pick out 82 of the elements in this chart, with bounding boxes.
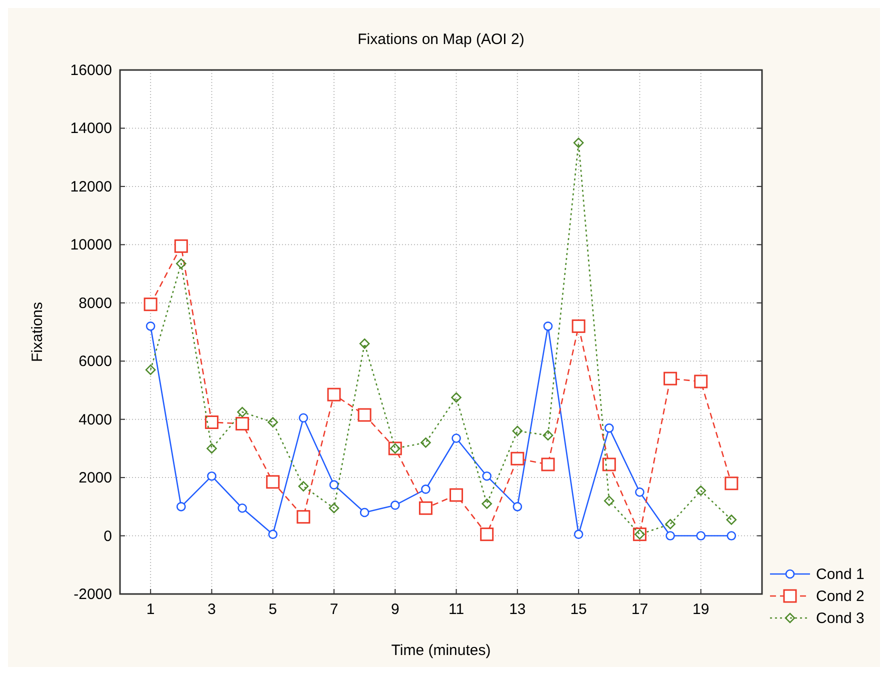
point <box>541 458 555 472</box>
point <box>574 530 584 539</box>
y-tick-label: -2000 <box>74 586 112 603</box>
point <box>724 476 738 490</box>
y-tick-label: 6000 <box>78 353 112 370</box>
point <box>573 138 584 148</box>
y-tick-label: 10000 <box>70 236 112 254</box>
x-tick-label: 5 <box>268 601 278 618</box>
point <box>268 417 278 428</box>
y-tick-label: 16000 <box>70 62 112 79</box>
x-tick-label: 9 <box>390 601 400 618</box>
point <box>296 510 310 524</box>
point <box>360 508 370 518</box>
x-tick-label: 13 <box>509 601 526 618</box>
y-tick-label: 8000 <box>78 294 112 312</box>
legend-label: Cond 1 <box>816 566 864 583</box>
point <box>298 481 309 492</box>
x-tick-label: 15 <box>570 601 587 618</box>
point <box>635 487 644 497</box>
point <box>204 415 218 429</box>
point <box>206 443 217 454</box>
point <box>451 392 462 403</box>
point <box>572 319 586 333</box>
point <box>390 500 400 510</box>
x-tick-label: 3 <box>208 601 216 618</box>
point <box>664 372 678 386</box>
point <box>420 437 431 448</box>
point <box>450 488 464 502</box>
point <box>418 501 432 515</box>
point <box>329 480 339 490</box>
x-tick-label: 17 <box>631 601 648 618</box>
point <box>327 388 341 402</box>
point <box>543 322 553 331</box>
legend-label: Cond 2 <box>816 588 864 605</box>
point <box>512 426 523 436</box>
x-tick-label: 7 <box>330 601 338 618</box>
point <box>176 258 186 269</box>
point <box>145 364 156 375</box>
point <box>480 528 494 542</box>
y-tick-label: 12000 <box>70 178 112 196</box>
y-tick-label: 4000 <box>78 411 112 428</box>
y-tick-label: 14000 <box>70 120 112 138</box>
x-tick-label: 11 <box>448 601 464 618</box>
point <box>604 496 614 506</box>
y-axis-title: Fixations <box>29 302 46 362</box>
point <box>421 484 430 494</box>
point <box>602 458 616 472</box>
point <box>359 338 370 349</box>
y-tick-label: 2000 <box>78 470 112 487</box>
point <box>144 298 158 312</box>
point <box>266 475 280 489</box>
x-tick-label: 19 <box>692 601 710 618</box>
point <box>510 452 524 466</box>
point <box>694 374 708 388</box>
point <box>726 531 736 540</box>
point <box>452 434 461 443</box>
point <box>237 406 248 418</box>
point <box>268 530 278 539</box>
point <box>358 408 372 422</box>
point <box>482 498 492 509</box>
point <box>696 531 706 540</box>
y-tick-label: 0 <box>104 528 112 545</box>
point <box>328 502 340 514</box>
chart-title: Fixations on Map (AOI 2) <box>358 31 524 48</box>
point <box>696 486 706 496</box>
point <box>482 471 492 481</box>
point <box>665 518 676 530</box>
point <box>512 502 522 512</box>
point <box>726 514 737 525</box>
point <box>174 239 188 253</box>
point <box>238 503 247 513</box>
point <box>542 430 554 440</box>
x-axis-title: Time (minutes) <box>391 642 491 659</box>
point <box>298 413 308 423</box>
point <box>666 531 675 540</box>
point <box>236 416 250 430</box>
point <box>146 322 156 331</box>
x-tick-label: 1 <box>146 601 155 618</box>
legend-label: Cond 3 <box>816 610 864 627</box>
point <box>207 471 216 481</box>
point <box>604 423 614 433</box>
point <box>176 502 186 512</box>
